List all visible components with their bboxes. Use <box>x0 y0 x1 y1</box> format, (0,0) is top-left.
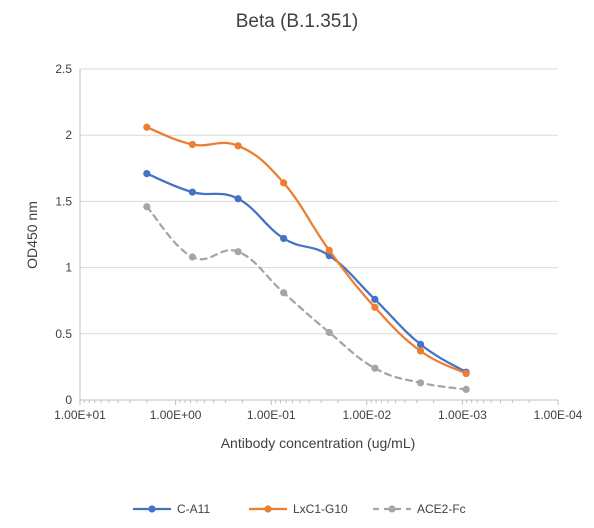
data-point <box>188 253 197 261</box>
data-point <box>371 303 379 311</box>
data-point <box>416 379 425 387</box>
data-point <box>188 140 197 149</box>
legend-item: C-A11 <box>133 502 210 516</box>
series-C-A11 <box>143 169 470 376</box>
legend-label: C-A11 <box>177 502 210 516</box>
data-point <box>371 364 379 372</box>
legend-marker <box>148 505 156 513</box>
y-tick-labels: 0 0.5 1 1.5 2 2.5 <box>55 62 72 407</box>
data-point <box>143 123 151 131</box>
y-tick-label: 2 <box>65 128 72 142</box>
data-point <box>188 188 197 196</box>
series-LxC1-G10 <box>143 123 470 378</box>
y-tick-label: 1.5 <box>55 194 72 208</box>
x-tick-label: 1.00E-03 <box>438 408 487 422</box>
data-point <box>143 169 151 178</box>
x-tick-labels: 1.00E+01 1.00E+00 1.00E-01 1.00E-02 1.00E-03… <box>54 408 583 422</box>
x-tick-label: 1.00E-02 <box>342 408 391 422</box>
series-ACE2-Fc <box>143 203 470 394</box>
y-tick-label: 2.5 <box>55 62 72 76</box>
data-point <box>234 195 242 203</box>
x-tick-label: 1.00E-01 <box>247 408 296 422</box>
axes <box>79 69 559 405</box>
data-point <box>371 295 379 303</box>
data-point <box>280 234 288 243</box>
data-point <box>462 385 470 394</box>
series-group <box>143 123 470 394</box>
x-tick-label: 1.00E-04 <box>534 408 583 422</box>
series-line <box>145 172 468 374</box>
gridlines <box>80 68 558 335</box>
data-point <box>280 179 288 187</box>
data-point <box>234 142 242 150</box>
data-point <box>325 328 333 337</box>
data-point <box>462 369 470 378</box>
data-point <box>280 289 288 297</box>
legend-label: LxC1-G10 <box>293 502 348 516</box>
chart-title: Beta (B.1.351) <box>236 11 359 32</box>
data-point <box>325 246 333 254</box>
legend-marker <box>388 505 396 513</box>
legend-label: ACE2-Fc <box>417 502 466 516</box>
data-point <box>234 248 242 256</box>
y-tick-label: 1 <box>65 261 72 275</box>
x-tick-label: 1.00E+00 <box>150 408 202 422</box>
y-tick-label: 0.5 <box>55 327 72 341</box>
legend: C-A11 LxC1-G10 ACE2-Fc <box>133 502 466 516</box>
data-point <box>143 203 151 211</box>
x-axis-label: Antibody concentration (ug/mL) <box>221 435 416 451</box>
legend-item: ACE2-Fc <box>373 502 466 516</box>
y-axis-label: OD450 nm <box>24 201 40 269</box>
legend-marker <box>264 505 272 513</box>
y-tick-label: 0 <box>65 393 72 407</box>
legend-item: LxC1-G10 <box>249 502 348 516</box>
series-line <box>145 205 468 391</box>
data-point <box>416 340 425 348</box>
x-tick-label: 1.00E+01 <box>54 408 106 422</box>
data-point <box>416 347 425 355</box>
series-line <box>145 126 468 375</box>
